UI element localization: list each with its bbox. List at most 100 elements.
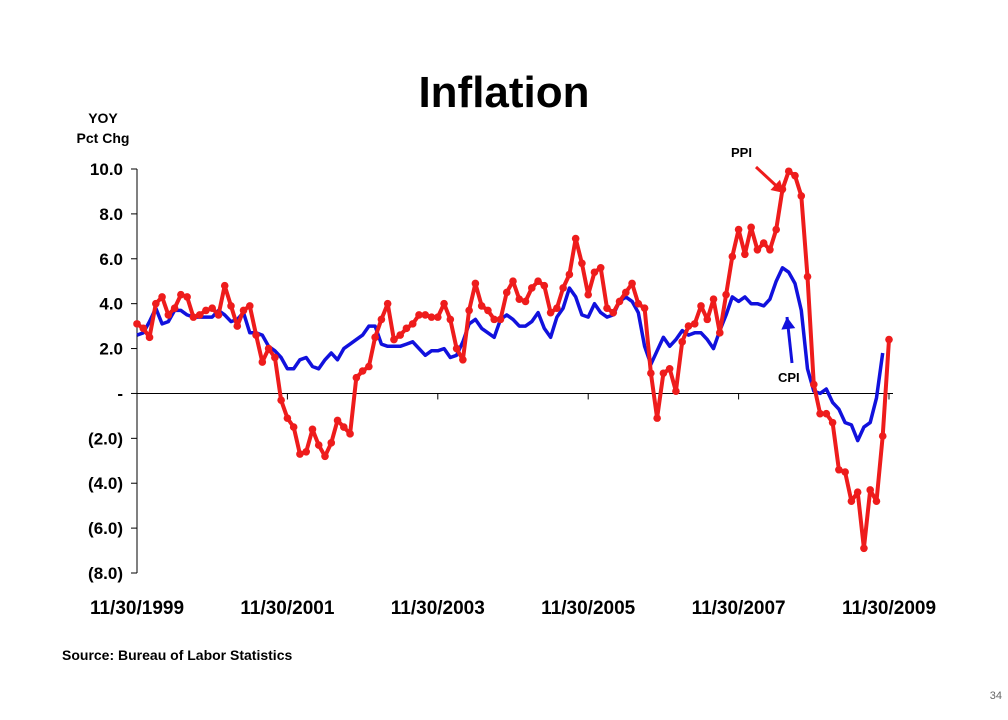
ppi-data-point bbox=[189, 313, 198, 321]
ppi-data-point bbox=[553, 304, 561, 312]
ppi-data-point bbox=[170, 304, 179, 312]
ppi-data-point bbox=[678, 338, 686, 346]
ppi-data-point bbox=[371, 333, 379, 342]
ppi-data-point bbox=[252, 331, 260, 339]
ppi-data-point bbox=[239, 306, 248, 315]
ppi-data-point bbox=[684, 322, 693, 330]
ppi-data-point bbox=[383, 299, 392, 308]
ppi-data-point bbox=[145, 333, 154, 342]
ppi-data-point bbox=[327, 439, 336, 447]
ppi-data-point bbox=[615, 297, 624, 306]
ppi-data-point bbox=[716, 329, 724, 337]
ppi-data-point bbox=[584, 290, 592, 299]
ppi-data-point bbox=[139, 324, 148, 333]
ppi-data-point bbox=[133, 320, 141, 328]
ppi-data-point bbox=[377, 315, 386, 324]
ppi-data-point bbox=[565, 270, 574, 279]
ppi-data-point bbox=[772, 225, 780, 234]
ppi-data-point bbox=[434, 313, 442, 321]
ppi-data-point bbox=[296, 450, 304, 458]
ppi-data-point bbox=[340, 423, 348, 431]
ppi-data-point bbox=[346, 430, 354, 438]
ppi-data-point bbox=[214, 311, 223, 319]
ppi-data-point bbox=[540, 281, 549, 290]
page-number: 34 bbox=[989, 690, 1002, 702]
ppi-data-point bbox=[195, 311, 204, 319]
cpi-annotation-label: CPI bbox=[778, 370, 800, 385]
ppi-data-point bbox=[816, 409, 824, 418]
ppi-data-point bbox=[484, 306, 492, 315]
ppi-data-point bbox=[596, 263, 605, 272]
y-axis-label-line-1: YOY bbox=[88, 110, 118, 126]
ppi-data-point bbox=[271, 353, 279, 362]
x-tick-label: 11/30/2009 bbox=[842, 598, 936, 619]
ppi-data-point bbox=[314, 441, 323, 449]
ppi-data-point bbox=[227, 302, 235, 310]
ppi-data-point bbox=[741, 250, 749, 259]
ppi-data-point bbox=[396, 331, 405, 339]
ppi-data-point bbox=[803, 272, 812, 281]
ppi-data-point bbox=[302, 448, 311, 456]
ppi-data-point bbox=[264, 344, 273, 353]
ppi-data-point bbox=[665, 364, 674, 373]
ppi-data-point bbox=[810, 380, 818, 389]
ppi-data-point bbox=[233, 322, 242, 330]
ppi-data-point bbox=[672, 387, 680, 396]
ppi-data-point bbox=[246, 302, 254, 310]
ppi-data-point bbox=[333, 416, 342, 425]
ppi-data-point bbox=[609, 308, 618, 317]
ppi-data-point bbox=[709, 295, 718, 303]
y-tick-label: (8.0) bbox=[88, 564, 123, 583]
ppi-data-point bbox=[277, 396, 285, 404]
ppi-data-point bbox=[390, 335, 398, 344]
ppi-data-point bbox=[559, 284, 567, 292]
ppi-data-point bbox=[590, 268, 599, 277]
ppi-data-point bbox=[872, 497, 881, 505]
ppi-data-point bbox=[659, 369, 668, 378]
ppi-data-point bbox=[465, 306, 473, 315]
ppi-data-point bbox=[352, 373, 361, 382]
ppi-data-point bbox=[835, 465, 843, 474]
y-tick-label: (6.0) bbox=[88, 519, 123, 538]
ppi-data-point bbox=[822, 409, 831, 418]
ppi-data-point bbox=[477, 302, 486, 310]
ppi-data-point bbox=[697, 302, 705, 310]
x-tick-label: 11/30/1999 bbox=[90, 598, 184, 619]
ppi-data-point bbox=[177, 290, 185, 299]
ppi-data-point bbox=[759, 239, 768, 247]
ppi-data-point bbox=[571, 234, 580, 243]
y-tick-label: 8.0 bbox=[99, 205, 123, 224]
ppi-data-point bbox=[828, 418, 837, 427]
y-tick-label: 4.0 bbox=[99, 295, 123, 314]
x-tick-label: 11/30/2001 bbox=[240, 598, 334, 619]
y-tick-label: (2.0) bbox=[88, 429, 123, 448]
y-tick-label: - bbox=[117, 384, 123, 403]
ppi-data-point bbox=[283, 414, 292, 422]
ppi-data-point bbox=[647, 369, 655, 378]
ppi-data-point bbox=[866, 486, 874, 494]
ppi-data-point bbox=[459, 355, 467, 364]
ppi-data-point bbox=[220, 281, 229, 290]
cpi-series-line bbox=[136, 266, 885, 443]
y-axis-label: YOY Pct Chg bbox=[58, 108, 148, 148]
x-tick-label: 11/30/2005 bbox=[541, 598, 635, 619]
ppi-data-point bbox=[202, 306, 210, 315]
ppi-data-point bbox=[791, 171, 799, 180]
ppi-data-point bbox=[653, 414, 661, 422]
ppi-data-point bbox=[534, 277, 542, 286]
ppi-annotation-arrow-head bbox=[770, 179, 784, 193]
ppi-data-point bbox=[496, 315, 505, 324]
ppi-data-point bbox=[784, 167, 793, 176]
ppi-data-point bbox=[885, 335, 893, 344]
ppi-data-point bbox=[471, 279, 480, 288]
chart-title: Inflation bbox=[418, 68, 590, 117]
ppi-data-point bbox=[152, 299, 160, 308]
ppi-data-point bbox=[258, 358, 267, 366]
ppi-data-point bbox=[853, 488, 862, 497]
ppi-data-point bbox=[427, 313, 436, 321]
ppi-data-point bbox=[528, 284, 536, 292]
ppi-data-point bbox=[365, 362, 373, 371]
ppi-data-point bbox=[603, 304, 611, 312]
ppi-data-point bbox=[546, 308, 555, 317]
y-axis-label-line-2: Pct Chg bbox=[76, 130, 130, 146]
